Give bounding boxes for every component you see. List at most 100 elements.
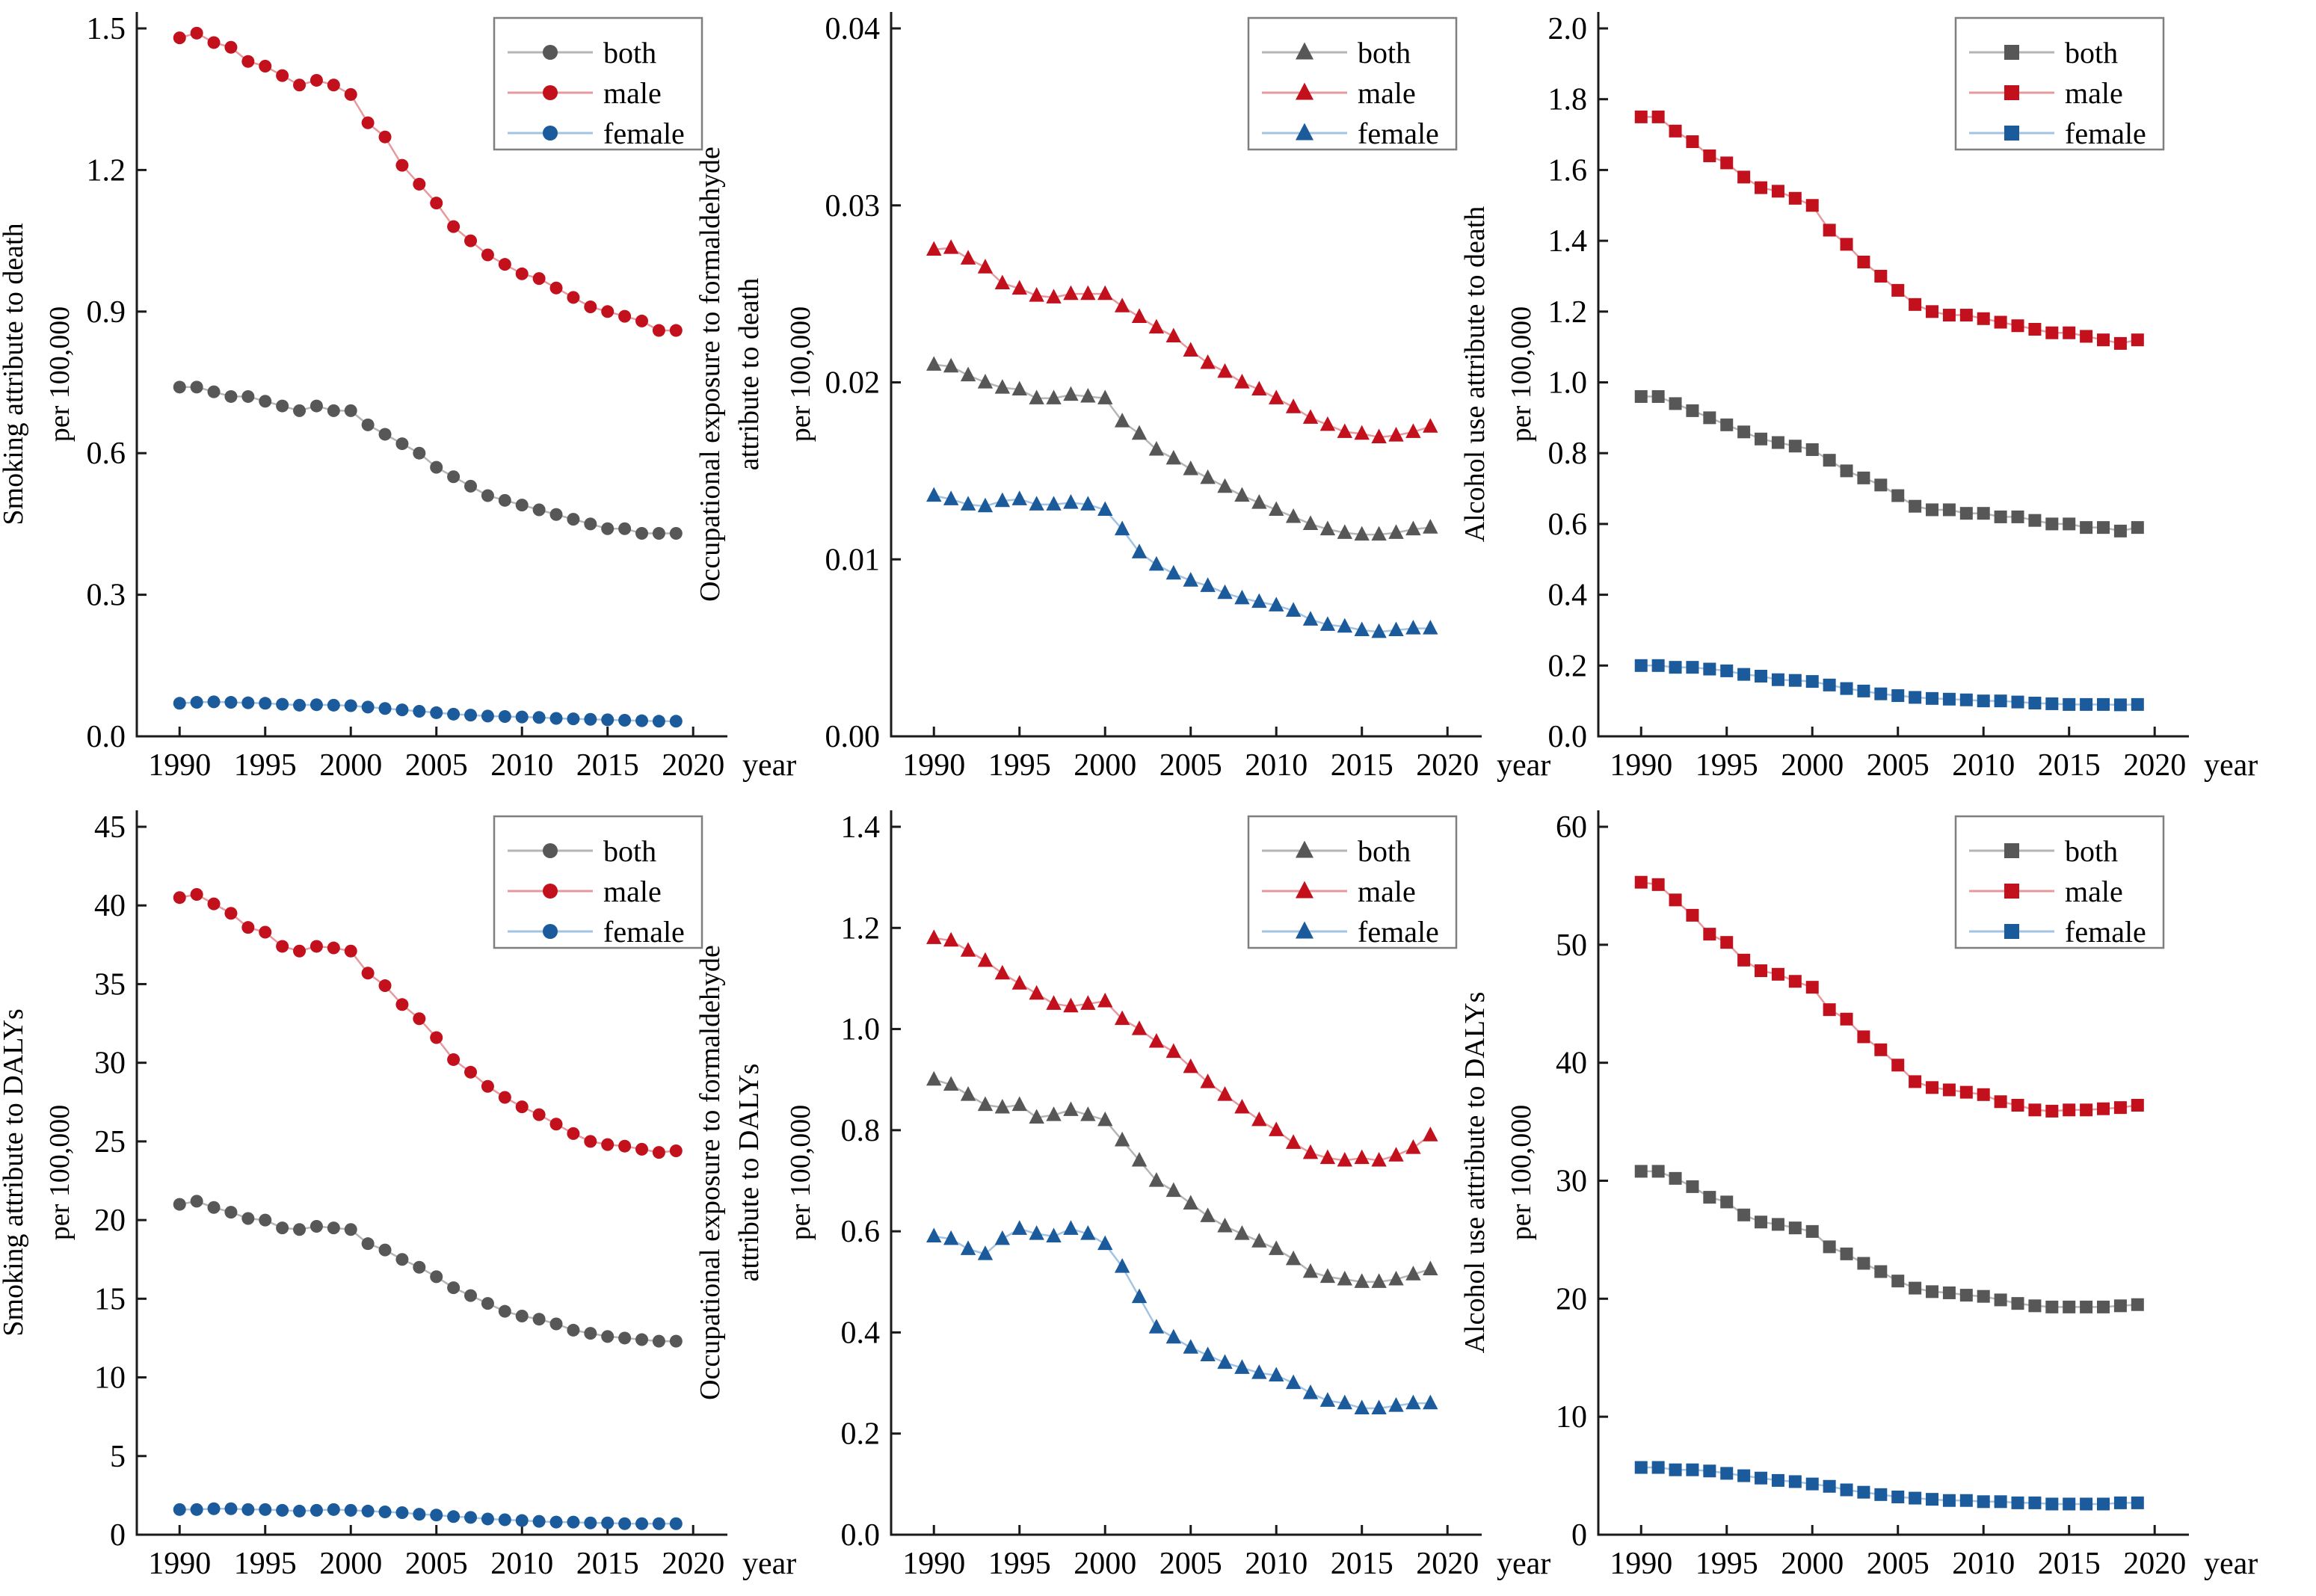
data-point-both (1634, 389, 1648, 403)
y-axis-title: Smoking attribute to DALYs per 100,000 (0, 1008, 76, 1336)
data-point-both (2113, 1299, 2127, 1313)
data-point-male (1371, 428, 1387, 443)
data-point-male (1720, 936, 1734, 949)
x-tick-label: 1995 (234, 748, 297, 783)
y-tick-label: 0.04 (825, 12, 881, 46)
data-point-female (2011, 695, 2024, 709)
data-point-female (2045, 697, 2059, 710)
data-point-both (1011, 380, 1027, 396)
data-point-female (293, 1504, 307, 1518)
data-point-male (1302, 1144, 1319, 1159)
data-point-male (584, 1135, 597, 1148)
data-point-female (1994, 694, 2007, 708)
data-point-both (549, 1317, 563, 1331)
data-point-male (1874, 1043, 1888, 1056)
series-male (173, 26, 683, 337)
data-point-male (1874, 269, 1888, 283)
legend-item-male: male (508, 875, 662, 908)
data-point-female (1046, 1227, 1062, 1242)
data-point-female (1114, 1258, 1130, 1273)
legend-box (1247, 815, 1458, 949)
data-point-male (327, 941, 340, 955)
data-point-male (481, 248, 494, 262)
x-tick-label: 2015 (1331, 1547, 1393, 1581)
data-point-both (1651, 389, 1665, 403)
data-point-both (2045, 517, 2059, 531)
data-point-male (1977, 1088, 1990, 1101)
data-point-female (1080, 1225, 1096, 1240)
data-point-male (430, 197, 443, 210)
data-point-both (2011, 1297, 2024, 1310)
data-point-female (1183, 572, 1198, 587)
data-point-male (395, 998, 409, 1011)
y-axis-title-line: Occupational exposure to formaldehyde (695, 945, 726, 1400)
data-point-both (1977, 507, 1990, 520)
x-tick-label: 2005 (1159, 748, 1222, 783)
data-point-male (1269, 389, 1284, 404)
series-both (926, 356, 1438, 541)
data-point-female (1234, 589, 1250, 605)
data-point-male (447, 1053, 461, 1066)
data-point-male (549, 1118, 563, 1131)
data-point-both (1183, 460, 1198, 475)
data-point-both (1994, 510, 2007, 523)
data-point-both (344, 404, 357, 417)
data-point-female (2080, 697, 2093, 711)
data-point-male (549, 281, 563, 295)
data-point-female (1251, 593, 1267, 608)
data-point-female (361, 1504, 375, 1518)
x-tick-label: 2020 (1416, 748, 1479, 783)
data-point-female (344, 699, 357, 712)
legend-label: both (1358, 834, 1411, 868)
y-axis-title: Occupational exposure to formaldehyde att… (695, 147, 816, 602)
data-point-both (1840, 1247, 1853, 1260)
legend: both male female (1247, 16, 1458, 151)
y-tick-label: 1.0 (1548, 366, 1588, 401)
data-point-male (309, 940, 323, 953)
data-point-male (498, 1091, 511, 1104)
data-point-female (926, 1227, 942, 1242)
data-point-female (2011, 1496, 2024, 1509)
data-point-female (635, 714, 649, 727)
data-point-male (498, 258, 511, 271)
data-point-male (1669, 124, 1682, 138)
data-point-female (1737, 668, 1751, 681)
data-point-male (1354, 1149, 1370, 1165)
y-tick-label: 5 (110, 1440, 126, 1474)
data-point-male (378, 979, 392, 993)
data-point-both (1148, 440, 1165, 456)
data-point-male (2063, 326, 2076, 339)
data-point-both (1926, 1285, 1939, 1298)
data-point-male (1217, 363, 1233, 378)
axes (135, 810, 727, 1536)
data-point-male (1183, 1058, 1198, 1073)
data-point-female (327, 1503, 340, 1516)
x-tick-label: 2015 (576, 1547, 639, 1581)
data-point-female (618, 1517, 632, 1530)
data-point-male (943, 239, 959, 254)
data-point-male (2113, 336, 2127, 350)
data-point-female (977, 497, 994, 513)
y-tick-label: 15 (94, 1282, 126, 1316)
y-tick-label: 0.0 (1548, 720, 1588, 754)
data-point-both (1737, 1208, 1751, 1221)
legend-item-female: female (1262, 915, 1439, 949)
data-point-female (241, 696, 255, 709)
data-point-both (1080, 387, 1096, 403)
data-point-male (1771, 185, 1784, 198)
data-point-male (1942, 309, 1956, 322)
data-point-female (2131, 697, 2144, 711)
data-point-male (293, 78, 307, 92)
data-point-female (1131, 543, 1148, 558)
data-point-male (259, 925, 272, 939)
data-point-male (395, 158, 409, 172)
data-point-female (1148, 555, 1165, 571)
data-point-male (1909, 1075, 1922, 1088)
data-point-both (430, 1270, 443, 1284)
data-point-female (498, 1513, 511, 1526)
data-point-male (977, 952, 994, 967)
x-axis-title: year (1497, 1547, 1550, 1581)
data-point-male (2080, 1103, 2093, 1117)
chart-alcohol-dalys: 0 10 20 30 40 50 60 1990 1995 2000 2005 2010 2015 202… (1459, 810, 2258, 1581)
data-point-female (1165, 1328, 1182, 1344)
